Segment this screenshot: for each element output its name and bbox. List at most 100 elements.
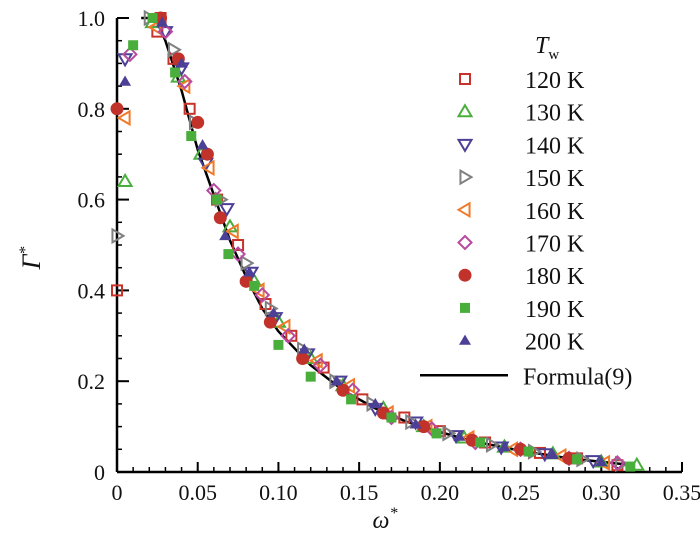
series-180K <box>110 11 576 465</box>
data-point <box>116 172 134 187</box>
data-point <box>285 329 298 342</box>
data-point <box>625 461 636 472</box>
legend: Tw 120 K 130 K 140 K 150 K 160 K 170 K 180 K 190… <box>420 33 632 390</box>
data-point <box>110 102 124 116</box>
data-point <box>176 77 191 95</box>
x-tick-label: 0.20 <box>421 480 460 505</box>
data-points <box>110 9 646 473</box>
legend-marker <box>456 201 471 219</box>
legend-title-sub: w <box>548 47 559 63</box>
legend-marker <box>458 268 472 282</box>
x-tick-label: 0.25 <box>501 480 540 505</box>
data-point <box>475 437 486 448</box>
legend-label: 170 K <box>525 232 585 258</box>
data-point <box>111 284 123 297</box>
x-tick-label: 0.05 <box>178 480 217 505</box>
x-tick-label: 0.15 <box>340 480 379 505</box>
legend-marker <box>459 168 474 186</box>
data-point <box>431 428 442 439</box>
data-point <box>267 307 280 318</box>
data-point <box>305 371 316 382</box>
data-point <box>167 41 182 59</box>
data-point <box>336 383 350 397</box>
data-point <box>280 327 297 344</box>
data-point <box>496 438 513 453</box>
legend-marker <box>459 73 471 85</box>
data-point <box>119 75 132 86</box>
data-point <box>273 339 284 350</box>
x-axis-label: ω* <box>373 505 398 534</box>
data-point <box>240 254 255 272</box>
data-point <box>176 73 193 90</box>
legend-marker <box>457 234 473 251</box>
data-point <box>213 211 227 225</box>
data-point <box>196 139 209 150</box>
data-point <box>536 448 554 463</box>
data-point <box>243 266 256 277</box>
data-point <box>212 194 223 205</box>
legend-label: 120 K <box>525 68 585 94</box>
data-point <box>175 57 188 68</box>
data-point <box>386 412 397 423</box>
data-point <box>409 418 422 429</box>
legend-label: 140 K <box>525 133 585 159</box>
data-point <box>453 430 466 441</box>
data-point <box>200 159 215 177</box>
data-point <box>417 420 431 434</box>
data-point <box>147 13 158 23</box>
data-point <box>170 67 181 78</box>
data-point <box>593 453 610 468</box>
data-point <box>156 16 169 27</box>
series-190K <box>128 13 636 472</box>
data-point <box>200 147 214 161</box>
data-point <box>183 102 196 115</box>
y-tick-label: 0.8 <box>78 97 106 122</box>
data-point <box>523 446 534 457</box>
data-point <box>296 352 310 365</box>
series-200K <box>119 16 608 467</box>
legend-title-main: T <box>535 33 550 59</box>
data-point <box>122 46 138 63</box>
data-point <box>186 131 197 142</box>
legend-title: Tw <box>535 33 559 63</box>
data-point <box>584 455 602 470</box>
data-point <box>330 375 343 386</box>
y-tick-label: 1.0 <box>78 6 106 31</box>
data-point <box>595 456 608 467</box>
y-tick-label: 0 <box>94 460 105 485</box>
data-point <box>485 436 500 454</box>
data-point <box>254 287 271 303</box>
data-point <box>498 441 511 452</box>
y-tick-label: 0.2 <box>78 369 106 394</box>
legend-label: 130 K <box>525 101 585 127</box>
data-point <box>147 18 162 36</box>
data-point <box>128 40 139 51</box>
data-point <box>218 203 236 218</box>
legend-label: 160 K <box>525 199 585 225</box>
legend-label: 180 K <box>525 264 585 290</box>
axes: 0 0.05 0.10 0.15 0.20 0.25 0.30 0.35 0 0.2 0.4 0.6 0… <box>78 6 700 505</box>
data-point <box>276 318 291 335</box>
x-tick-label: 0 <box>112 480 123 505</box>
y-tick-label: 0.4 <box>78 278 106 303</box>
data-point <box>533 446 546 459</box>
data-point <box>312 357 329 374</box>
data-point <box>546 448 559 459</box>
legend-label: 190 K <box>525 297 585 323</box>
data-point <box>609 455 626 471</box>
data-point <box>111 227 126 245</box>
x-tick-label: 0.10 <box>259 480 298 505</box>
data-point <box>232 239 245 251</box>
legend-marker <box>456 103 474 118</box>
data-point <box>221 218 239 233</box>
legend-label: Formula(9) <box>523 364 632 390</box>
y-tick-label: 0.6 <box>78 188 106 213</box>
data-point <box>249 280 260 291</box>
legend-label: 150 K <box>525 166 585 192</box>
data-point <box>346 394 357 405</box>
data-point <box>116 109 131 127</box>
data-point <box>219 229 232 241</box>
data-point <box>191 115 205 129</box>
